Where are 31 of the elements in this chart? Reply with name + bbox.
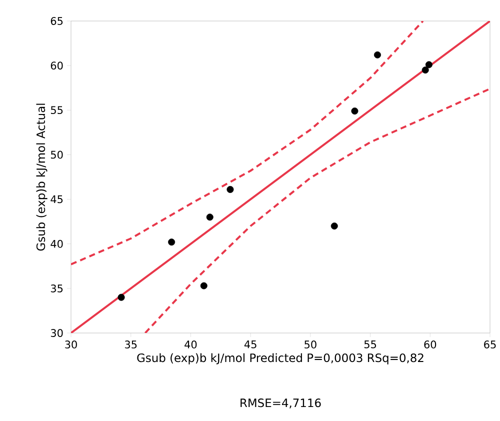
x-tick-label: 45: [244, 340, 256, 348]
y-tick-label: 35: [50, 284, 63, 292]
point: [330, 222, 338, 230]
y-tick-label: 45: [50, 195, 63, 204]
point: [200, 282, 208, 290]
text: RMSE=4,7116: [240, 398, 321, 408]
point: [351, 108, 358, 115]
x-tick-label: 40: [184, 340, 197, 348]
y-tick-label: 30: [50, 329, 63, 337]
point: [374, 51, 381, 58]
y-tick-label: 65: [50, 17, 63, 25]
y-tick-label: 50: [50, 150, 63, 159]
point: [206, 214, 214, 221]
point: [168, 238, 176, 246]
point: [226, 186, 234, 193]
x-tick-label: 55: [364, 340, 376, 348]
x-tick-label: 60: [424, 340, 436, 348]
y-tick-label: 55: [50, 106, 63, 114]
x-tick-label: 65: [484, 340, 496, 348]
line-series: [71, 21, 424, 266]
x-tick-label: 50: [304, 340, 316, 348]
point: [425, 61, 432, 68]
y-tick-label: 40: [50, 240, 63, 248]
point: [422, 66, 429, 74]
line-series: [144, 88, 490, 333]
y-axis-title: Gsub (exp)b kJ/mol Actual: [36, 104, 48, 251]
x-axis-title: Gsub (exp)b kJ/mol Predicted P=0,0003 RSq=0,82: [137, 353, 424, 364]
x-tick-label: 35: [125, 340, 137, 348]
point: [118, 294, 125, 301]
x-tick-label: 30: [65, 340, 77, 348]
y-tick-label: 60: [50, 62, 63, 70]
